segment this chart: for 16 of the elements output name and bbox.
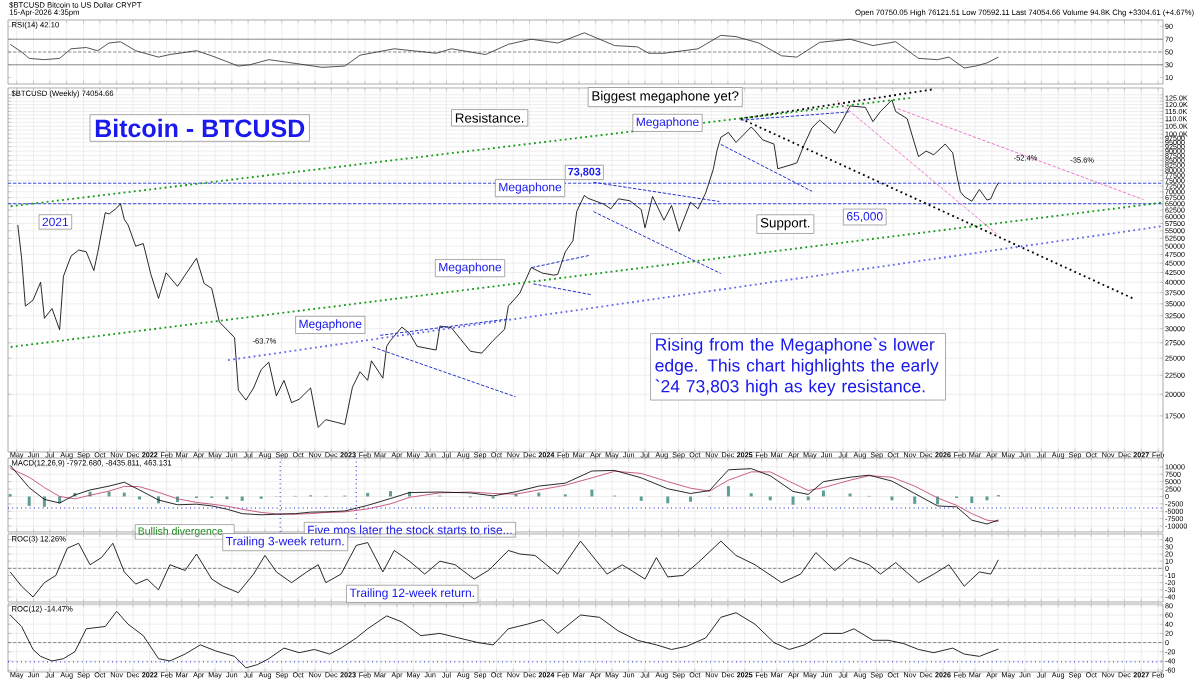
annotation: Megaphone [636, 117, 699, 129]
annotation: Megaphone [439, 262, 502, 274]
annotation: Trailing 12-week return. [349, 588, 474, 600]
annotation: Bullish divergence... [138, 527, 231, 537]
annotation: Five mos later the stock starts to rise... [308, 525, 512, 535]
annotation: 2021 [42, 217, 69, 227]
annotation: Trailing 3-week return. [226, 536, 344, 548]
annotation: 65,000 [847, 212, 883, 222]
annotation: Megaphone [299, 319, 362, 331]
annotation: Biggest megaphone yet? [592, 90, 739, 104]
annotation: 73,803 [568, 167, 601, 178]
annotation: Support. [760, 218, 810, 231]
annotation: Rising from the Megaphone`s lower edge. This chart highlights the early `24 73,803 high as key resistance. [655, 337, 939, 396]
annotation: Resistance. [455, 112, 524, 123]
text: Bitcoin - BTCUSD [95, 118, 305, 138]
annotation: Megaphone [499, 182, 562, 194]
